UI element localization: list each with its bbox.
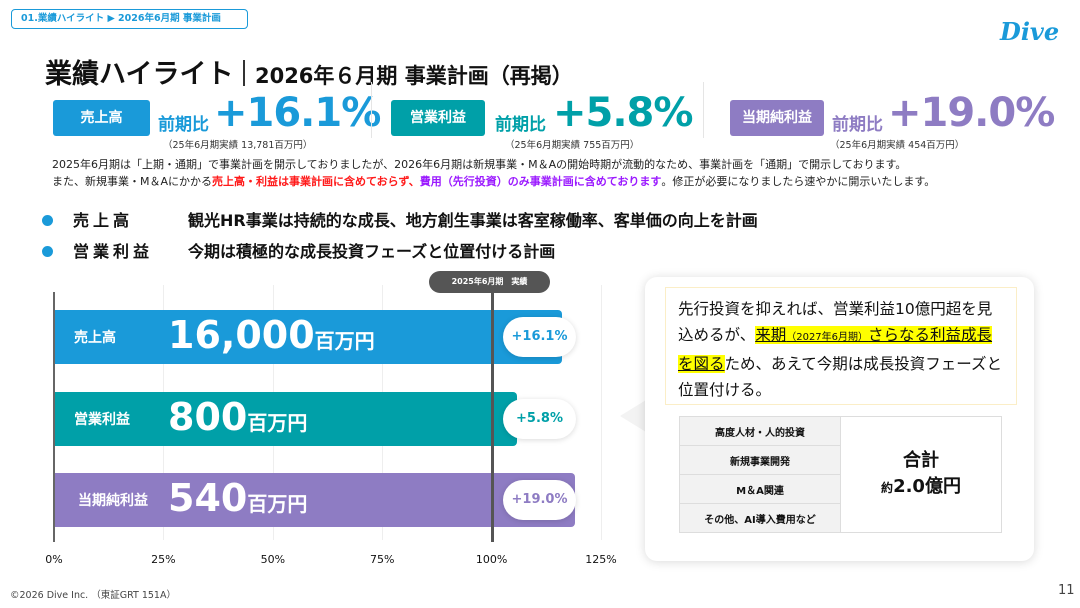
kpi-value-net-income: +19.0% bbox=[888, 90, 1055, 136]
kpi-tag-sales: 売上高 bbox=[53, 100, 150, 136]
growth-pill: +5.8% bbox=[503, 399, 576, 439]
page-number: 11 bbox=[1058, 583, 1075, 598]
note-red-text: 売上高・利益は事業計画に含めておらず、 bbox=[212, 175, 420, 188]
dive-logo: Dive bbox=[1000, 17, 1060, 46]
bar-category-label: 営業利益 bbox=[74, 412, 130, 428]
growth-pill: +16.1% bbox=[503, 317, 576, 357]
bullet-text: 観光HR事業は持続的な成長、地方創生事業は客室稼働率、客単価の向上を計画 bbox=[188, 211, 758, 230]
kpi-label-net-income: 前期比 bbox=[832, 115, 883, 135]
cost-item: 新規事業開発 bbox=[679, 445, 841, 475]
total-prefix: 約 bbox=[881, 481, 894, 495]
kpi-tag-net-income: 当期純利益 bbox=[730, 100, 824, 136]
callout-hl-small: （2027年6月期） bbox=[786, 332, 869, 343]
title-main: 業績ハイライト bbox=[45, 59, 234, 90]
cost-item: 高度人材・人的投資 bbox=[679, 416, 841, 446]
bar-value: 540 bbox=[168, 476, 248, 520]
bar-value-label: 16,000百万円 bbox=[168, 313, 375, 357]
kpi-value-op-income: +5.8% bbox=[553, 90, 693, 136]
bullet-sales: 売上高 観光HR事業は持続的な成長、地方創生事業は客室稼働率、客単価の向上を計画 bbox=[42, 207, 758, 231]
note-text: 。修正が必要になりましたら速やかに開示いたします。 bbox=[661, 175, 936, 188]
reference-label: 2025年6月期 実績 bbox=[429, 271, 550, 293]
bar-value-label: 540百万円 bbox=[168, 476, 307, 520]
bar-0 bbox=[54, 310, 563, 364]
x-tick-label: 50% bbox=[260, 553, 286, 566]
breadcrumb: 01.業績ハイライト ▶ 2026年6月期 事業計画 bbox=[11, 9, 248, 29]
kpi-label-sales: 前期比 bbox=[158, 115, 209, 135]
bar-value: 800 bbox=[168, 395, 248, 439]
bullet-key: 営業利益 bbox=[73, 242, 154, 261]
bullet-op-income: 営業利益 今期は積極的な成長投資フェーズと位置付ける計画 bbox=[42, 238, 555, 262]
title-sub: 2026年６月期 事業計画（再掲） bbox=[254, 64, 573, 88]
reference-line bbox=[491, 288, 494, 542]
callout-arrow bbox=[620, 400, 646, 432]
bar-category-label: 当期純利益 bbox=[78, 493, 148, 509]
cost-total: 合計 約2.0億円 bbox=[840, 416, 1002, 533]
copyright: ©2026 Dive Inc. （東証GRT 151A） bbox=[10, 590, 176, 601]
total-label: 合計 bbox=[903, 450, 939, 471]
cost-item: その他、AI導入費用など bbox=[679, 503, 841, 533]
bar-unit: 百万円 bbox=[247, 492, 308, 516]
x-tick-label: 125% bbox=[585, 553, 617, 566]
kpi-note-sales: （25年6月期実績 13,781百万円） bbox=[163, 140, 313, 151]
bar-unit: 百万円 bbox=[247, 411, 308, 435]
note-text: また、新規事業・M＆Aにかかる bbox=[52, 175, 213, 188]
x-tick-label: 75% bbox=[369, 553, 395, 566]
callout-text: 先行投資を抑えれば、営業利益10億円超を見込めるが、 bbox=[678, 300, 993, 344]
bar-1 bbox=[54, 392, 517, 446]
y-axis-line bbox=[53, 292, 55, 542]
kpi-tag-op-income: 営業利益 bbox=[391, 100, 485, 136]
kpi-note-op-income: （25年6月期実績 755百万円） bbox=[505, 140, 640, 151]
total-value: 2.0億円 bbox=[893, 476, 961, 497]
note-line-2: また、新規事業・M＆Aにかかる売上高・利益は事業計画に含めておらず、費用（先行投… bbox=[52, 173, 935, 189]
gridline bbox=[601, 285, 602, 540]
x-tick-label: 100% bbox=[475, 553, 508, 566]
page-title: 業績ハイライト 2026年６月期 事業計画（再掲） bbox=[45, 52, 573, 91]
kpi-label-op-income: 前期比 bbox=[495, 115, 546, 135]
bar-value: 16,000 bbox=[168, 313, 315, 357]
kpi-note-net-income: （25年6月期実績 454百万円） bbox=[830, 140, 965, 151]
callout-hl-text: さらなる利益成長を図る bbox=[678, 326, 993, 373]
bar-unit: 百万円 bbox=[314, 329, 375, 353]
callout-text: ため、あえて今期は成長投資フェーズと位置付ける。 bbox=[678, 355, 1002, 399]
callout-message: 先行投資を抑えれば、営業利益10億円超を見込めるが、来期（2027年6月期）さら… bbox=[665, 287, 1017, 405]
divider bbox=[371, 82, 372, 138]
bullet-dot-icon bbox=[42, 246, 53, 257]
callout-hl-text: 来期 bbox=[755, 326, 787, 344]
kpi-value-sales: +16.1% bbox=[214, 90, 381, 136]
x-tick-label: 0% bbox=[45, 553, 63, 566]
cost-item: M＆A関連 bbox=[679, 474, 841, 504]
growth-pill: +19.0% bbox=[503, 480, 576, 520]
title-divider bbox=[243, 60, 245, 86]
cost-table: 高度人材・人的投資 合計 約2.0億円 新規事業開発 M＆A関連 その他、AI導入… bbox=[679, 416, 1002, 533]
x-tick-label: 25% bbox=[151, 553, 176, 566]
bullet-text: 今期は積極的な成長投資フェーズと位置付ける計画 bbox=[188, 242, 556, 261]
divider bbox=[703, 82, 704, 138]
bullet-key: 売上高 bbox=[73, 211, 134, 230]
note-line-1: 2025年6月期は「上期・通期」で事業計画を開示しておりましたが、2026年6月… bbox=[52, 158, 907, 171]
bar-category-label: 売上高 bbox=[74, 330, 116, 346]
bullet-dot-icon bbox=[42, 215, 53, 226]
bar-2 bbox=[54, 473, 575, 527]
bar-value-label: 800百万円 bbox=[168, 395, 307, 439]
note-purple-text: 費用（先行投資）のみ事業計画に含めております bbox=[419, 175, 662, 188]
